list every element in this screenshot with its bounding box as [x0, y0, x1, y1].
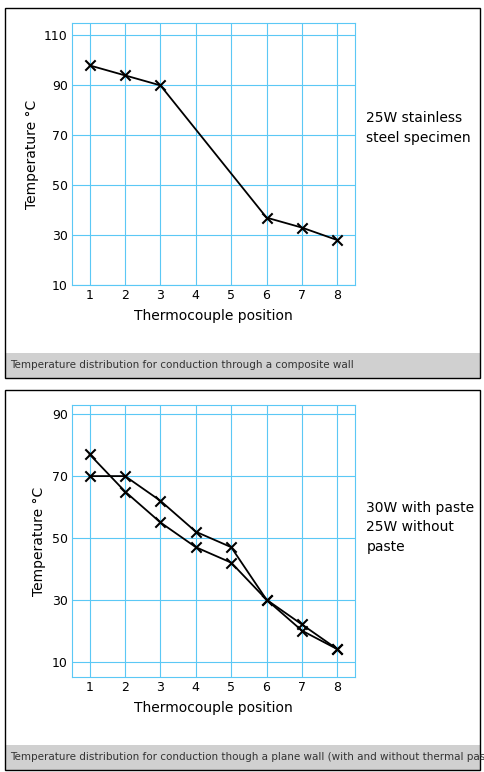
- Point: [227, 541, 235, 554]
- Point: [86, 470, 93, 482]
- Point: [86, 59, 93, 72]
- X-axis label: Thermocouple position: Thermocouple position: [134, 309, 292, 323]
- Point: [86, 449, 93, 461]
- Text: 30W with paste
25W without
paste: 30W with paste 25W without paste: [365, 501, 473, 554]
- Point: [298, 222, 305, 234]
- Point: [192, 541, 199, 554]
- Point: [333, 234, 340, 246]
- Point: [262, 594, 270, 606]
- Point: [156, 80, 164, 92]
- Point: [156, 516, 164, 529]
- Point: [121, 486, 129, 498]
- Text: 25W stainless
steel specimen: 25W stainless steel specimen: [365, 111, 470, 144]
- Text: Temperature distribution for conduction through a composite wall: Temperature distribution for conduction …: [10, 361, 353, 371]
- Point: [192, 526, 199, 538]
- Y-axis label: Temperature °C: Temperature °C: [25, 100, 38, 208]
- Point: [262, 594, 270, 606]
- Point: [121, 69, 129, 82]
- Text: Temperature distribution for conduction though a plane wall (with and without th: Temperature distribution for conduction …: [10, 753, 484, 763]
- Point: [298, 625, 305, 637]
- Point: [227, 557, 235, 569]
- Point: [333, 643, 340, 655]
- Point: [333, 643, 340, 655]
- X-axis label: Thermocouple position: Thermocouple position: [134, 701, 292, 715]
- Point: [262, 212, 270, 224]
- Point: [156, 495, 164, 507]
- Point: [121, 470, 129, 482]
- Y-axis label: Temperature °C: Temperature °C: [32, 486, 46, 596]
- Point: [298, 618, 305, 631]
